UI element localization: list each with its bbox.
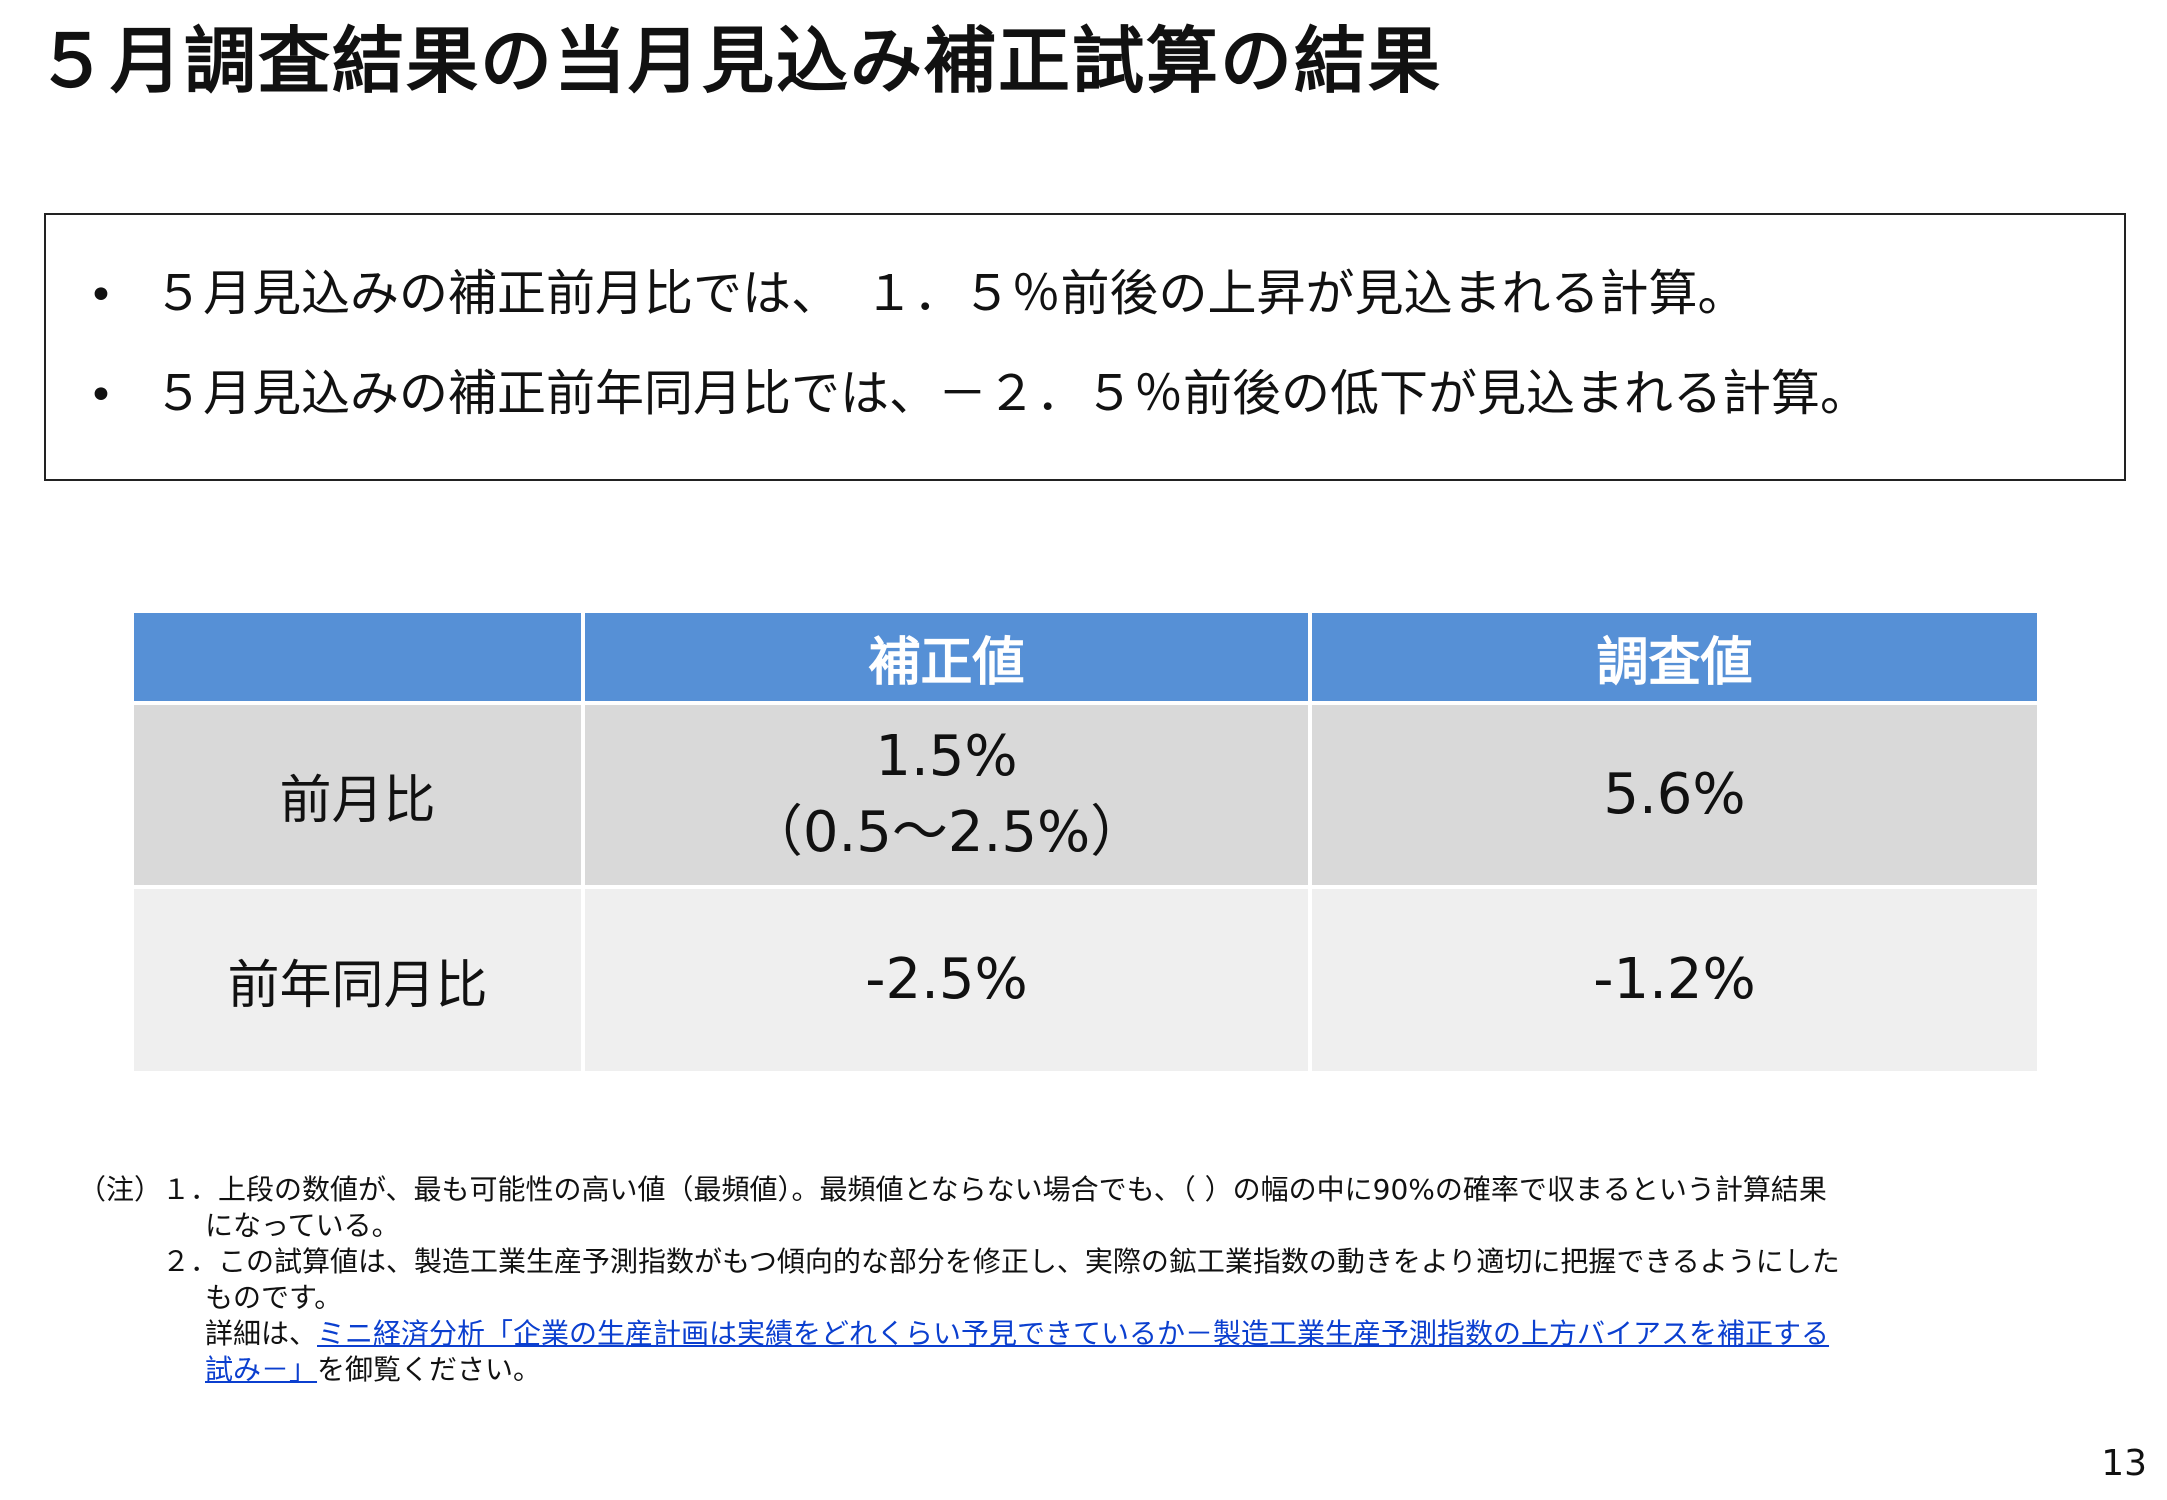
footnote-suffix: を御覧ください。 (317, 1353, 542, 1386)
table-header-adjusted: 補正値 (583, 613, 1312, 705)
summary-box: • ５月見込みの補正前月比では、 １．５％前後の上昇が見込まれる計算。 • ５月見込… (44, 213, 2126, 481)
row-label-yoy: 前年同月比 (134, 887, 585, 1071)
footnote-line: ２．この試算値は、製造工業生産予測指数がもつ傾向的な部分を修正し、実際の鉱工業指… (162, 1245, 1840, 1278)
summary-bullet: • ５月見込みの補正前年同月比では、－２．５％前後の低下が見込まれる計算。 (66, 365, 1869, 424)
bullet-icon: • (88, 270, 114, 321)
footnotes: （注）１．上段の数値が、最も可能性の高い値（最頻値）。最頻値とならない場合でも、… (78, 1172, 1840, 1388)
adjusted-value-yoy: -2.5% (583, 887, 1312, 1071)
footnote-prefix: 詳細は、 (205, 1317, 318, 1350)
adjusted-value-main: 1.5% (875, 724, 1018, 790)
report-link-continued[interactable]: 試み－」 (205, 1353, 318, 1386)
table-row: 前年同月比 -2.5% -1.2% (134, 887, 2037, 1071)
page-title: ５月調査結果の当月見込み補正試算の結果 (36, 19, 1443, 103)
footnote-line: になっている。 (205, 1209, 400, 1242)
table-header-corner (134, 613, 585, 705)
report-link[interactable]: ミニ経済分析「企業の生産計画は実績をどれくらい予見できているか－製造工業生産予測… (317, 1317, 1830, 1350)
footnote-line: （注）１．上段の数値が、最も可能性の高い値（最頻値）。最頻値とならない場合でも、… (78, 1173, 1827, 1206)
row-label-mom: 前月比 (134, 703, 585, 889)
footnote-line: 試み－」を御覧ください。 (78, 1352, 1840, 1388)
summary-bullet-text: ５月見込みの補正前月比では、 １．５％前後の上昇が見込まれる計算。 (154, 265, 1747, 322)
page-number: 13 (2101, 1443, 2147, 1484)
bullet-icon: • (88, 370, 114, 421)
summary-bullet: • ５月見込みの補正前月比では、 １．５％前後の上昇が見込まれる計算。 (66, 265, 1747, 324)
survey-value-mom: 5.6% (1310, 703, 2037, 889)
adjusted-value-range: （0.5～2.5%） (746, 800, 1147, 865)
table-header-survey: 調査値 (1310, 613, 2037, 705)
table-row: 前月比 1.5% （0.5～2.5%） 5.6% (134, 703, 2037, 889)
summary-bullet-text: ５月見込みの補正前年同月比では、－２．５％前後の低下が見込まれる計算。 (154, 365, 1870, 422)
survey-value-yoy: -1.2% (1310, 887, 2037, 1071)
result-table: 補正値 調査値 前月比 1.5% （0.5～2.5%） 5.6% 前年同月比 -… (134, 613, 2037, 1071)
adjusted-value-mom: 1.5% （0.5～2.5%） (583, 703, 1312, 889)
footnote-line: 詳細は、ミニ経済分析「企業の生産計画は実績をどれくらい予見できているか－製造工業… (78, 1316, 1840, 1352)
footnote-line: ものです。 (205, 1281, 343, 1314)
table-header-row: 補正値 調査値 (134, 613, 2037, 705)
